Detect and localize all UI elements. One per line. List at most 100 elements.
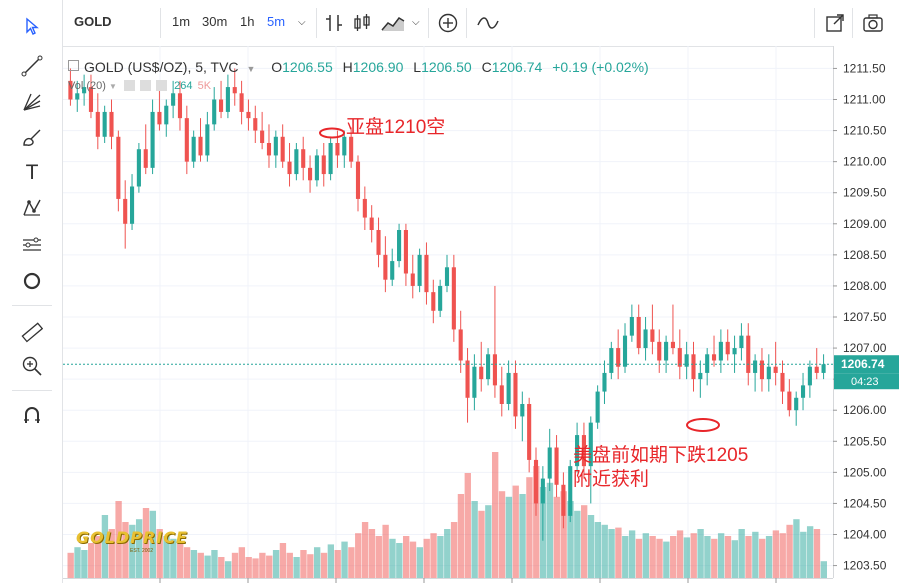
cursor-icon[interactable]	[19, 13, 45, 39]
chart-legend: GOLD (US$/OZ), 5, TVC ▼ O1206.55 H1206.9…	[68, 59, 649, 75]
volume-bar	[717, 533, 725, 578]
candle-body	[123, 198, 128, 224]
candle-body	[376, 230, 381, 255]
ruler-icon[interactable]	[19, 319, 45, 345]
compare-icon[interactable]	[477, 14, 499, 32]
add-indicator-icon[interactable]	[438, 13, 458, 33]
candle-body	[787, 391, 792, 411]
candle-body	[82, 87, 87, 94]
candle-body	[561, 484, 566, 516]
pattern-icon[interactable]	[19, 195, 45, 221]
candle-body	[739, 335, 744, 349]
candle-body	[622, 335, 628, 367]
volume-bar	[197, 552, 204, 578]
candle-body	[657, 341, 662, 361]
candle-body	[554, 447, 559, 485]
zoom-in-icon[interactable]	[19, 353, 45, 379]
volume-bar	[724, 536, 732, 578]
volume-bar	[793, 519, 800, 578]
price-axis: 1211.50 1211.00 1210.50 1210.00 1209.50 1209.…	[63, 46, 899, 583]
volume-bar	[533, 466, 540, 578]
volume-bar	[122, 522, 129, 578]
price-tick-label: 1206.00	[843, 403, 887, 417]
candles-icon[interactable]	[352, 13, 372, 33]
volume-bar	[560, 491, 567, 578]
gann-fan-icon[interactable]	[19, 89, 45, 115]
volume-bar	[683, 537, 691, 578]
volume-bar	[279, 543, 287, 578]
price-tick-label: 1204.00	[843, 528, 887, 542]
candle-body	[444, 267, 450, 286]
annotation-circle-us	[686, 418, 720, 432]
volume-bar	[642, 533, 649, 578]
candle-body	[520, 404, 525, 417]
candle-body	[362, 198, 367, 218]
candle-body	[424, 254, 429, 293]
bar-chart-icon[interactable]	[324, 13, 344, 33]
candle-body	[629, 317, 634, 336]
symbol-search[interactable]: GOLD	[74, 14, 112, 29]
legend-title[interactable]: GOLD (US$/OZ), 5, TVC	[84, 59, 239, 75]
prediction-icon[interactable]	[19, 232, 45, 258]
volume-bar	[628, 530, 636, 578]
chevron-down-icon[interactable]: ⌵	[412, 17, 420, 28]
interval-1h[interactable]: 1h	[240, 14, 255, 29]
interval-30m[interactable]: 30m	[202, 14, 228, 29]
volume-bar	[259, 552, 266, 578]
volume-label[interactable]: Vol (20)	[68, 80, 106, 92]
candle-body	[225, 87, 230, 112]
volume-bar	[156, 529, 163, 578]
close-icon[interactable]	[156, 80, 168, 91]
candle-body	[397, 230, 402, 262]
camera-icon[interactable]	[862, 13, 884, 33]
text-tool-icon[interactable]: T	[25, 161, 39, 184]
candle-body	[602, 372, 607, 392]
volume-bar	[779, 533, 786, 578]
candle-body	[753, 360, 758, 373]
candle-body	[588, 422, 593, 467]
volume-bar	[88, 543, 95, 578]
shape-circle-icon[interactable]	[19, 268, 45, 294]
chevron-down-icon[interactable]: ▼	[246, 64, 256, 74]
candle-body	[239, 93, 244, 112]
area-chart-icon[interactable]	[381, 13, 405, 33]
candle-body	[499, 385, 504, 404]
volume-bar	[711, 538, 718, 578]
volume-bar	[286, 552, 293, 578]
volume-bar	[115, 501, 122, 578]
volume-bar	[512, 485, 519, 578]
candle-body	[766, 366, 771, 380]
candle-body	[157, 111, 162, 125]
candle-body	[136, 149, 141, 187]
volume-bar	[300, 550, 307, 578]
candle-body	[431, 292, 436, 311]
volume-bar	[526, 477, 533, 578]
candle-body	[342, 136, 347, 156]
chevron-down-icon[interactable]: ▼	[108, 82, 117, 91]
volume-bar	[170, 538, 177, 578]
volume-bar	[820, 561, 827, 578]
annotation-us-line2: 附近获利	[573, 469, 650, 490]
volume-bar	[505, 496, 513, 578]
candle-body	[219, 99, 224, 112]
candle-body	[746, 335, 751, 373]
volume-bar	[396, 543, 403, 578]
interval-5m[interactable]: 5m	[267, 14, 286, 29]
last-price-badge	[834, 355, 899, 374]
volume-bar	[635, 538, 643, 578]
candle-body	[171, 93, 176, 106]
magnet-icon[interactable]	[19, 402, 45, 428]
annotation-circle-asia	[319, 127, 345, 139]
interval-1m[interactable]: 1m	[172, 14, 191, 29]
chevron-down-icon[interactable]: ⌵	[298, 17, 306, 28]
volume-bar	[601, 524, 608, 578]
brush-icon[interactable]	[19, 125, 45, 151]
eye-icon[interactable]	[123, 80, 135, 91]
volume-bar	[471, 501, 478, 578]
settings-icon[interactable]	[140, 80, 152, 91]
collapse-legend-icon[interactable]	[68, 60, 79, 71]
fullscreen-icon[interactable]	[825, 13, 845, 33]
trend-line-icon[interactable]	[19, 53, 45, 79]
price-tick-label: 1203.50	[843, 559, 887, 573]
